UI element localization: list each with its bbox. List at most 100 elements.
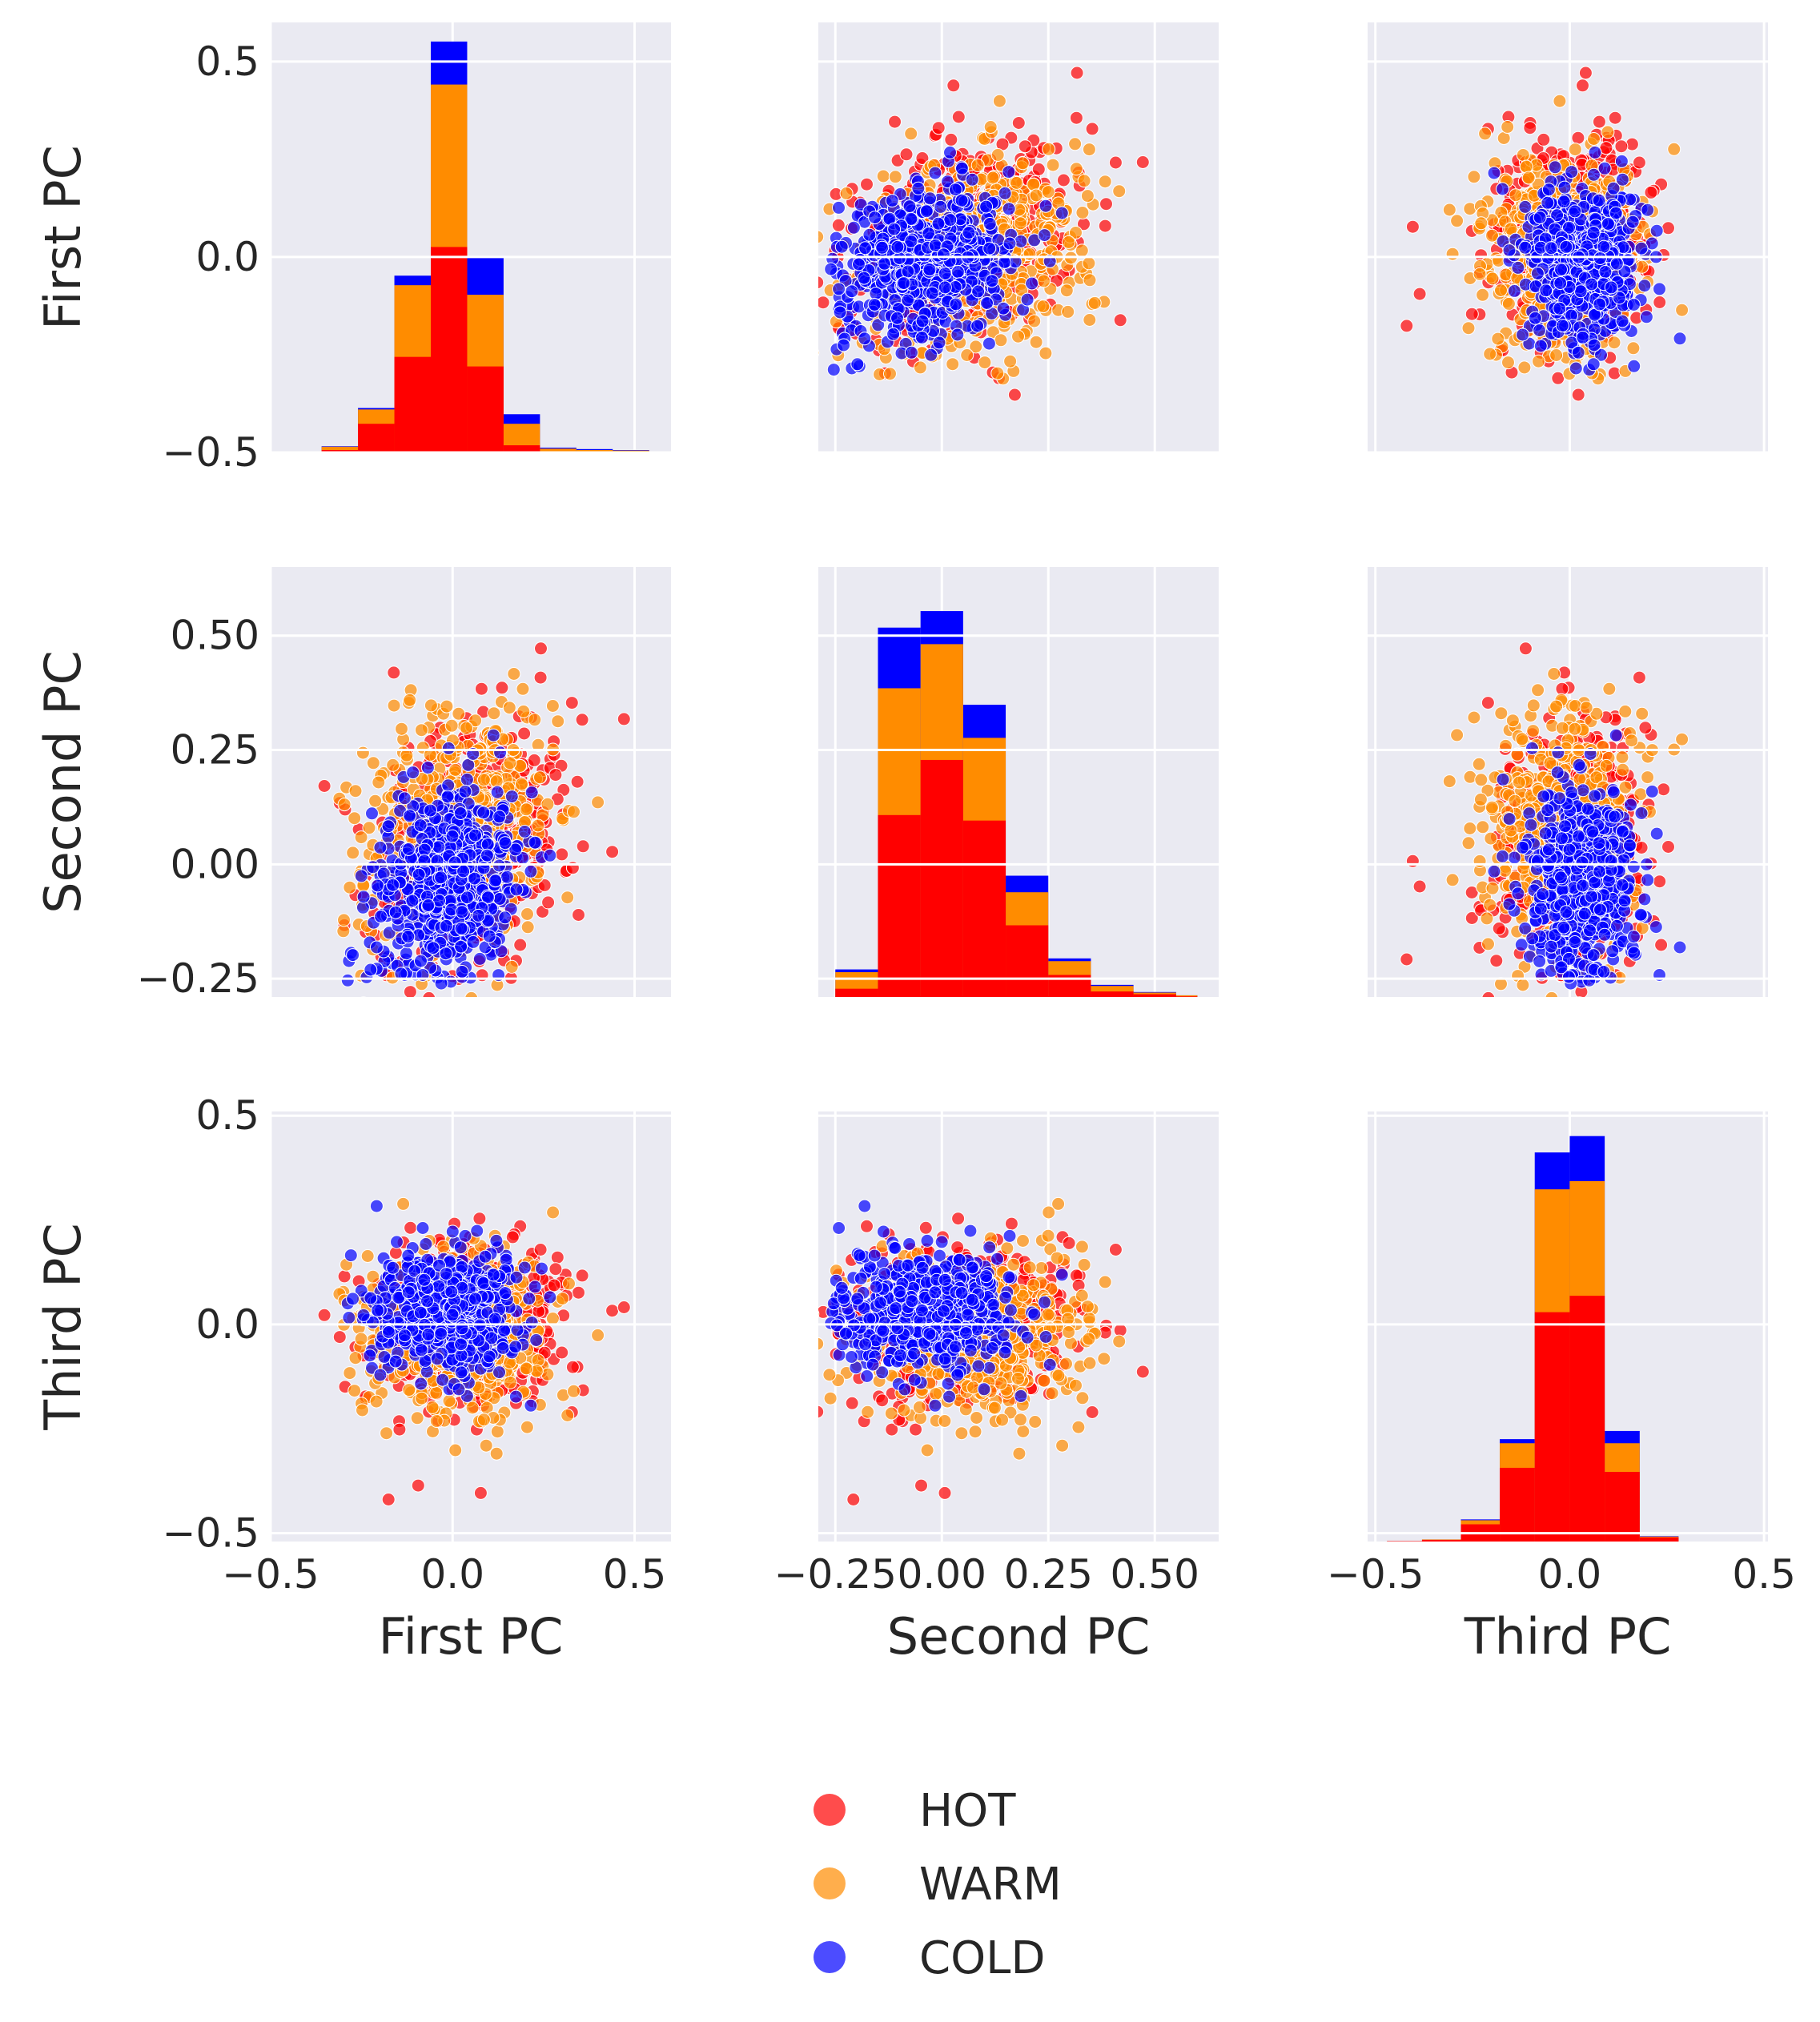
- scatter-point-cold: [948, 183, 962, 197]
- hist-bar-hot: [503, 445, 540, 452]
- scatter-point-hot: [387, 665, 401, 680]
- scatter-point-warm: [1587, 132, 1601, 146]
- scatter-point-warm: [519, 802, 533, 817]
- scatter-point-warm: [531, 818, 545, 833]
- scatter-point-warm: [1485, 271, 1500, 286]
- scatter-point-cold: [482, 929, 496, 943]
- scatter-point-cold: [982, 241, 997, 255]
- scatter-point-warm: [514, 777, 528, 791]
- hist-bar-hot: [358, 424, 395, 452]
- scatter-point-cold: [1586, 357, 1601, 372]
- scatter-point-cold: [938, 267, 952, 280]
- scatter-point-cold: [802, 238, 815, 251]
- scatter-point-cold: [524, 786, 539, 800]
- scatter-point-cold: [1587, 338, 1601, 352]
- scatter-point-hot: [1607, 366, 1621, 380]
- scatter-point-warm: [528, 713, 542, 727]
- scatter-point-warm: [520, 920, 535, 935]
- scatter-point-warm: [343, 880, 357, 894]
- scatter-point-cold: [1649, 223, 1664, 238]
- scatter-point-cold: [460, 772, 474, 786]
- scatter-point-warm: [1011, 329, 1025, 344]
- scatter-point-cold: [458, 1001, 471, 1014]
- scatter-point-cold: [938, 280, 952, 295]
- scatter-point-warm: [1517, 360, 1532, 375]
- scatter-point-hot: [474, 681, 488, 696]
- scatter-point-cold: [403, 809, 417, 823]
- scatter-point-cold: [426, 941, 440, 955]
- scatter-point-warm: [1036, 299, 1051, 314]
- scatter-point-cold: [382, 926, 396, 940]
- scatter-point-warm: [1450, 214, 1464, 228]
- scatter-point-cold: [1533, 324, 1547, 337]
- scatter-point-hot: [617, 712, 631, 726]
- scatter-point-cold: [492, 892, 507, 906]
- scatter-point-cold: [432, 840, 446, 854]
- scatter-point-cold: [1594, 348, 1608, 362]
- scatter-point-warm: [424, 698, 438, 713]
- y-tick-label: −0.5: [163, 429, 259, 476]
- scatter-point-warm: [992, 94, 1006, 108]
- scatter-point-warm: [348, 784, 363, 798]
- scatter-point-cold: [1569, 361, 1583, 376]
- scatter-point-hot: [534, 641, 548, 656]
- scatter-point-hot: [605, 845, 620, 859]
- scatter-point-warm: [1494, 283, 1508, 297]
- scatter-point-warm: [464, 991, 479, 997]
- scatter-point-warm: [540, 797, 555, 811]
- scatter-point-warm: [1069, 162, 1083, 176]
- scatter-point-cold: [1653, 282, 1666, 296]
- scatter-point-hot: [533, 670, 548, 685]
- scatter-point-cold: [852, 257, 866, 271]
- scatter-point-cold: [1548, 160, 1562, 175]
- scatter-point-cold: [1625, 215, 1640, 229]
- scatter-point-cold: [468, 871, 482, 886]
- scatter-point-cold: [1606, 181, 1621, 195]
- scatter-point-cold: [1587, 167, 1601, 182]
- scatter-point-warm: [1472, 267, 1487, 281]
- scatter-point-cold: [374, 910, 388, 923]
- y-tick-label: 0.25: [171, 727, 259, 774]
- scatter-point-hot: [1632, 670, 1646, 685]
- scatter-point-cold: [445, 829, 460, 843]
- scatter-point-cold: [934, 199, 948, 214]
- scatter-point-warm: [1491, 332, 1505, 346]
- scatter-point-cold: [1604, 280, 1618, 295]
- scatter-point-cold: [1544, 241, 1558, 255]
- scatter-point-warm: [337, 798, 352, 812]
- scatter-point-cold: [414, 954, 428, 968]
- scatter-point-cold: [504, 790, 519, 804]
- scatter-point-cold: [340, 973, 355, 987]
- scatter-point-warm: [1083, 273, 1097, 287]
- scatter-point-warm: [366, 756, 380, 770]
- scatter-point-cold: [490, 785, 504, 799]
- scatter-point-warm: [1474, 216, 1489, 231]
- scatter-point-cold: [476, 806, 491, 820]
- scatter-point-cold: [998, 186, 1012, 200]
- scatter-point-cold: [401, 930, 416, 944]
- scatter-point-cold: [919, 204, 934, 219]
- scatter-point-cold: [440, 790, 455, 804]
- scatter-point-cold: [1518, 240, 1533, 255]
- scatter-point-warm: [1080, 189, 1095, 203]
- scatter-point-cold: [893, 251, 906, 265]
- scatter-point-warm: [1442, 203, 1456, 217]
- scatter-point-cold: [381, 819, 396, 834]
- scatter-point-cold: [1002, 165, 1016, 179]
- scatter-point-hot: [931, 121, 946, 135]
- scatter-point-warm: [1062, 235, 1076, 249]
- scatter-point-cold: [1014, 234, 1028, 248]
- scatter-point-warm: [994, 333, 1008, 348]
- scatter-point-hot: [1405, 219, 1420, 234]
- scatter-point-warm: [1014, 216, 1027, 231]
- scatter-point-cold: [1002, 236, 1017, 251]
- scatter-point-warm: [1068, 137, 1083, 151]
- scatter-point-cold: [1557, 195, 1571, 209]
- y-tick-label: 0.50: [171, 613, 259, 659]
- scatter-point-cold: [858, 332, 872, 346]
- scatter-point-cold: [965, 172, 979, 187]
- scatter-point-warm: [468, 714, 483, 728]
- scatter-point-warm: [1667, 142, 1681, 156]
- scatter-point-cold: [971, 284, 986, 299]
